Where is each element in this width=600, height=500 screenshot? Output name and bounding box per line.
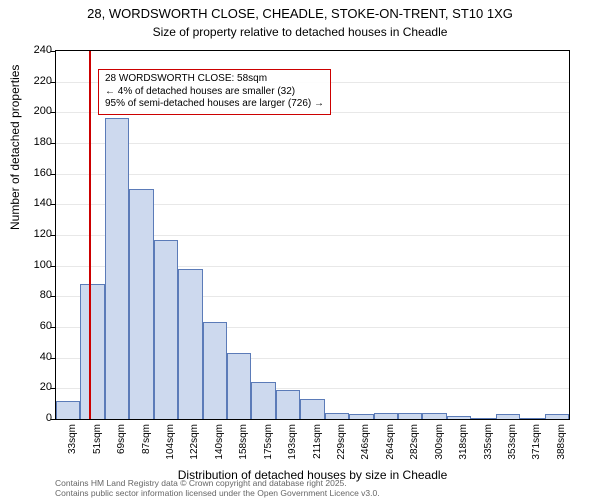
x-tick-label: 33sqm bbox=[67, 424, 78, 464]
chart-subtitle: Size of property relative to detached ho… bbox=[0, 23, 600, 39]
property-marker-line bbox=[89, 51, 91, 419]
chart-container: 28, WORDSWORTH CLOSE, CHEADLE, STOKE-ON-… bbox=[0, 0, 600, 500]
gridline bbox=[56, 143, 569, 144]
footer-line-2: Contains public sector information licen… bbox=[55, 489, 380, 499]
histogram-bar bbox=[447, 416, 471, 419]
histogram-bar bbox=[251, 382, 275, 419]
histogram-bar bbox=[545, 414, 569, 419]
x-tick-label: 211sqm bbox=[312, 424, 323, 464]
y-tick-label: 100 bbox=[34, 259, 52, 271]
y-tick-label: 40 bbox=[40, 351, 52, 363]
annotation-line: 95% of semi-detached houses are larger (… bbox=[105, 98, 324, 111]
x-tick-label: 158sqm bbox=[238, 424, 249, 464]
histogram-bar bbox=[471, 418, 495, 419]
histogram-bar bbox=[325, 413, 349, 419]
histogram-bar bbox=[276, 390, 300, 419]
histogram-bar bbox=[422, 413, 446, 419]
histogram-bar bbox=[520, 418, 544, 419]
x-tick-label: 193sqm bbox=[287, 424, 298, 464]
histogram-bar bbox=[105, 118, 129, 419]
x-tick-label: 264sqm bbox=[385, 424, 396, 464]
histogram-bar bbox=[374, 413, 398, 419]
footer-attribution: Contains HM Land Registry data © Crown c… bbox=[55, 479, 380, 499]
x-tick-label: 388sqm bbox=[556, 424, 567, 464]
y-tick-label: 200 bbox=[34, 105, 52, 117]
histogram-bar bbox=[80, 284, 104, 419]
annotation-box: 28 WORDSWORTH CLOSE: 58sqm← 4% of detach… bbox=[98, 69, 331, 115]
annotation-line: 28 WORDSWORTH CLOSE: 58sqm bbox=[105, 73, 324, 86]
x-tick-label: 335sqm bbox=[483, 424, 494, 464]
y-tick-label: 60 bbox=[40, 320, 52, 332]
gridline bbox=[56, 174, 569, 175]
x-tick-label: 104sqm bbox=[165, 424, 176, 464]
x-tick-label: 229sqm bbox=[336, 424, 347, 464]
x-tick-label: 353sqm bbox=[507, 424, 518, 464]
x-tick-label: 371sqm bbox=[531, 424, 542, 464]
x-tick-label: 246sqm bbox=[360, 424, 371, 464]
histogram-bar bbox=[300, 399, 324, 419]
x-tick-label: 87sqm bbox=[141, 424, 152, 464]
histogram-bar bbox=[496, 414, 520, 419]
chart-title: 28, WORDSWORTH CLOSE, CHEADLE, STOKE-ON-… bbox=[0, 0, 600, 23]
y-tick-label: 240 bbox=[34, 44, 52, 56]
x-tick-label: 51sqm bbox=[92, 424, 103, 464]
y-tick-label: 20 bbox=[40, 381, 52, 393]
x-tick-label: 175sqm bbox=[263, 424, 274, 464]
histogram-bar bbox=[398, 413, 422, 419]
x-tick-label: 140sqm bbox=[214, 424, 225, 464]
y-tick-label: 140 bbox=[34, 197, 52, 209]
x-tick-label: 318sqm bbox=[458, 424, 469, 464]
y-axis-label: Number of detached properties bbox=[8, 65, 22, 230]
x-tick-label: 69sqm bbox=[116, 424, 127, 464]
y-tick-label: 160 bbox=[34, 167, 52, 179]
x-tick-label: 122sqm bbox=[189, 424, 200, 464]
x-tick-label: 300sqm bbox=[434, 424, 445, 464]
histogram-bar bbox=[178, 269, 202, 419]
histogram-bar bbox=[349, 414, 373, 419]
y-tick-label: 220 bbox=[34, 75, 52, 87]
x-tick-label: 282sqm bbox=[409, 424, 420, 464]
histogram-bar bbox=[56, 401, 80, 419]
y-tick-label: 180 bbox=[34, 136, 52, 148]
y-tick-label: 120 bbox=[34, 228, 52, 240]
histogram-bar bbox=[227, 353, 251, 419]
histogram-bar bbox=[154, 240, 178, 419]
plot-area: 28 WORDSWORTH CLOSE: 58sqm← 4% of detach… bbox=[55, 50, 570, 420]
y-tick-label: 80 bbox=[40, 289, 52, 301]
histogram-bar bbox=[129, 189, 153, 419]
annotation-line: ← 4% of detached houses are smaller (32) bbox=[105, 86, 324, 99]
histogram-bar bbox=[203, 322, 227, 419]
y-tick-label: 0 bbox=[46, 412, 52, 424]
